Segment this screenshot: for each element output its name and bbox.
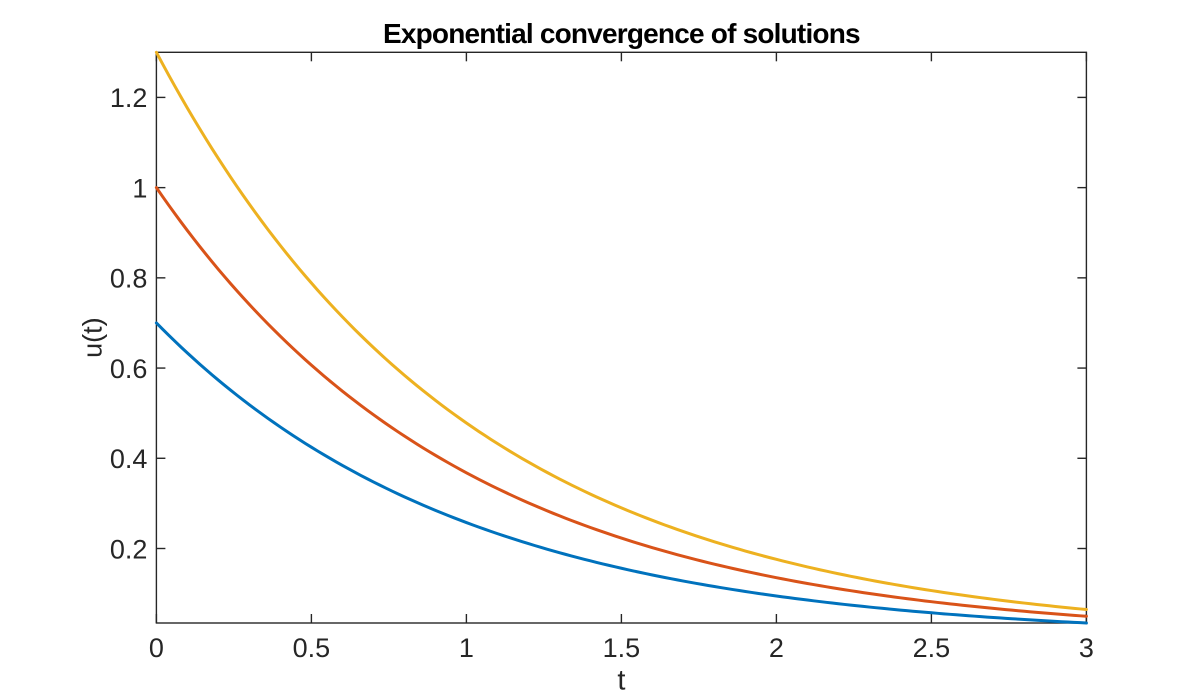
- svg-text:u(t): u(t): [78, 317, 108, 358]
- svg-text:2.5: 2.5: [913, 633, 951, 663]
- svg-text:3: 3: [1079, 633, 1094, 663]
- svg-text:1: 1: [132, 173, 147, 203]
- svg-text:0: 0: [149, 633, 164, 663]
- svg-text:0.6: 0.6: [110, 354, 148, 384]
- svg-text:0.2: 0.2: [110, 534, 148, 564]
- svg-text:0.8: 0.8: [110, 264, 148, 294]
- svg-text:t: t: [617, 665, 625, 697]
- svg-text:2: 2: [769, 633, 784, 663]
- svg-text:0.5: 0.5: [293, 633, 331, 663]
- svg-text:1.2: 1.2: [110, 83, 148, 113]
- svg-text:1: 1: [459, 633, 474, 663]
- svg-text:Exponential convergence of sol: Exponential convergence of solutions: [383, 18, 860, 49]
- svg-text:1.5: 1.5: [603, 633, 641, 663]
- svg-text:0.4: 0.4: [110, 444, 148, 474]
